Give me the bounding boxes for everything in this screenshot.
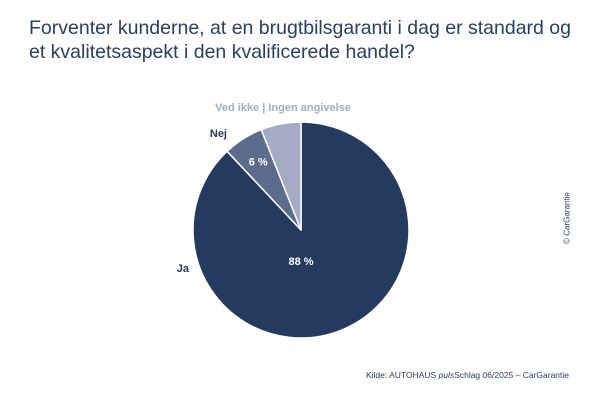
source-prefix: Kilde: AUTOHAUS [365, 370, 439, 380]
chart-title: Forventer kunderne, at en brugtbilsgaran… [29, 17, 572, 63]
pie-name-label-2: Ved ikke | Ingen angivelse [215, 102, 351, 114]
copyright-note: © CarGarantie [562, 192, 572, 244]
pie-name-label-1: Nej [209, 128, 227, 140]
pie-slice-2 [260, 121, 302, 231]
source-italic: puls [438, 370, 455, 380]
pie-value-label-0: 88 % [288, 256, 313, 268]
source-note: Kilde: AUTOHAUS pulsSchlag 06/2025 – Car… [366, 370, 569, 380]
source-suffix: Schlag 06/2025 – CarGarantie [454, 370, 569, 380]
pie-name-label-0: Ja [176, 263, 189, 275]
pie-value-label-1: 6 % [249, 156, 268, 168]
